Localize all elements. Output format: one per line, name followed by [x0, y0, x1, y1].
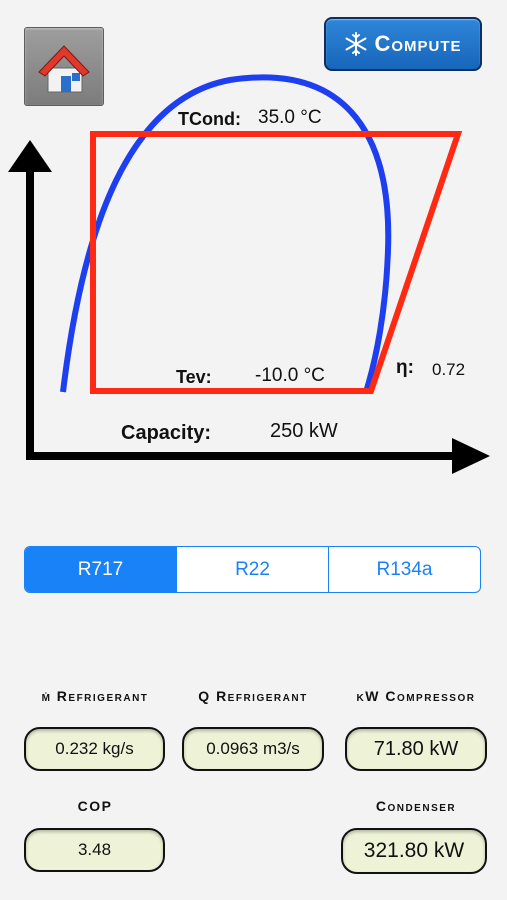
home-icon [38, 45, 90, 93]
cycle-diagram [8, 74, 490, 474]
compute-button[interactable]: Compute [324, 17, 482, 71]
kw-compressor-label: kW Compressor [356, 688, 476, 704]
eta-label: η: [396, 357, 414, 378]
tev-label: Tev: [176, 367, 212, 387]
tab-r134a[interactable]: R134a [328, 547, 480, 592]
tcond-label: TCond: [178, 109, 241, 129]
tev-value[interactable]: -10.0 °C [255, 365, 325, 386]
tab-r717[interactable]: R717 [25, 547, 176, 592]
tab-r22[interactable]: R22 [176, 547, 328, 592]
m-refrigerant-label: ṁ Refrigerant [41, 688, 149, 704]
x-axis-arrow [452, 438, 490, 474]
capacity-value[interactable]: 250 kW [270, 420, 338, 442]
cycle-outline [90, 131, 463, 394]
q-refrigerant-label: Q Refrigerant [198, 688, 308, 704]
snowflake-icon [345, 32, 367, 56]
eta-value[interactable]: 0.72 [432, 360, 466, 379]
tcond-value[interactable]: 35.0 °C [258, 107, 322, 128]
capacity-label: Capacity: [121, 422, 212, 444]
kw-compressor-value: 71.80 kW [345, 727, 487, 771]
home-button[interactable] [24, 27, 104, 106]
cop-label: COP [77, 798, 113, 814]
q-refrigerant-value: 0.0963 m3/s [182, 727, 324, 771]
m-refrigerant-value: 0.232 kg/s [24, 727, 165, 771]
y-axis-arrow [8, 140, 52, 172]
compute-label: Compute [374, 31, 462, 56]
refrigerant-selector: R717 R22 R134a [24, 546, 481, 593]
saturation-curve [60, 74, 392, 393]
cop-value: 3.48 [24, 828, 165, 872]
condenser-label: Condenser [375, 798, 457, 814]
condenser-value: 321.80 kW [341, 828, 487, 874]
